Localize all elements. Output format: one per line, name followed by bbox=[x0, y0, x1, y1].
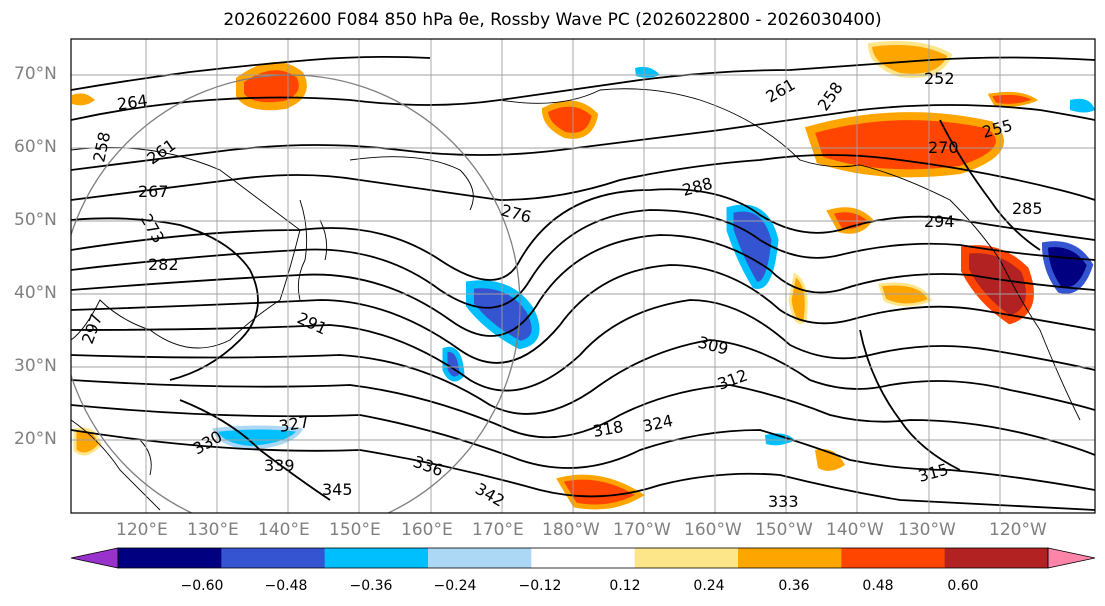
contour-label: 261 bbox=[763, 75, 799, 107]
contour-label: 288 bbox=[680, 174, 714, 200]
contour-label: 291 bbox=[294, 308, 330, 338]
map-content: 264 258 261 267 273 282 291 297 276 288 … bbox=[71, 39, 1095, 513]
positive-anomaly-region bbox=[788, 272, 808, 324]
contour-label: 264 bbox=[116, 91, 149, 114]
longitude-label: 140°E bbox=[258, 520, 310, 540]
longitude-label: 150°E bbox=[329, 520, 381, 540]
contour-label: 282 bbox=[148, 255, 179, 274]
positive-anomaly-region bbox=[961, 245, 1034, 325]
latitude-label: 60°N bbox=[14, 137, 57, 157]
latitude-label: 30°N bbox=[14, 356, 57, 376]
positive-anomaly-region bbox=[804, 112, 1004, 178]
longitude-label: 160°E bbox=[401, 520, 453, 540]
colorbar-tick-label: 0.12 bbox=[609, 578, 641, 594]
contour-label: 318 bbox=[591, 417, 624, 441]
positive-anomaly-region bbox=[815, 449, 845, 471]
contour-label: 336 bbox=[411, 452, 446, 480]
graticule bbox=[71, 39, 1095, 513]
reference-circle bbox=[71, 74, 521, 513]
theta-e-contours bbox=[71, 55, 1095, 511]
colorbar-border bbox=[117, 547, 1049, 569]
map-frame bbox=[70, 38, 1096, 514]
longitude-label: 180°W bbox=[542, 520, 600, 540]
anomaly-shading bbox=[72, 40, 1095, 510]
contour-label: 315 bbox=[916, 460, 950, 486]
contour-label: 258 bbox=[89, 130, 114, 164]
contour-label: 258 bbox=[814, 78, 847, 114]
colorbar bbox=[70, 547, 1096, 569]
contour-label: 252 bbox=[924, 69, 955, 88]
latitude-label: 20°N bbox=[14, 429, 57, 449]
contour-label: 255 bbox=[980, 116, 1014, 142]
colorbar-extend-high bbox=[1047, 547, 1096, 569]
contour-label: 333 bbox=[768, 492, 799, 511]
longitude-label: 170°E bbox=[472, 520, 524, 540]
colorbar-segments bbox=[70, 547, 1096, 569]
colorbar-extend-low bbox=[70, 547, 119, 569]
negative-anomaly-region bbox=[1041, 241, 1094, 294]
positive-anomaly-region bbox=[877, 282, 933, 307]
latitude-label: 70°N bbox=[14, 64, 57, 84]
longitude-label: 170°W bbox=[613, 520, 671, 540]
contour-label: 342 bbox=[472, 479, 508, 511]
negative-anomaly-region bbox=[635, 66, 660, 78]
positive-anomaly-region bbox=[541, 100, 599, 139]
contour-label: 309 bbox=[696, 333, 730, 359]
map-title: 2026022600 F084 850 hPa θe, Rossby Wave … bbox=[223, 10, 882, 30]
longitude-label: 120°E bbox=[116, 520, 168, 540]
negative-anomaly-region bbox=[1070, 98, 1095, 113]
longitude-label: 120°W bbox=[989, 520, 1047, 540]
longitude-label: 140°W bbox=[826, 520, 884, 540]
contour-label: 261 bbox=[143, 135, 179, 168]
colorbar-tick-label: 0.48 bbox=[862, 578, 894, 594]
contour-label: 327 bbox=[277, 412, 310, 436]
colorbar-segment bbox=[634, 548, 739, 568]
colorbar-segment bbox=[841, 548, 946, 568]
colorbar-segment bbox=[324, 548, 429, 568]
colorbar-tick-label: −0.60 bbox=[180, 578, 224, 594]
contour-label: 324 bbox=[641, 411, 675, 436]
longitude-label: 150°W bbox=[755, 520, 813, 540]
colorbar-tick-label: 0.24 bbox=[693, 578, 725, 594]
contour-label: 312 bbox=[715, 365, 750, 393]
negative-anomaly-region bbox=[466, 280, 540, 350]
longitude-label: 130°E bbox=[187, 520, 239, 540]
colorbar-tick-label: −0.12 bbox=[518, 578, 562, 594]
colorbar-segment bbox=[531, 548, 636, 568]
contour-label: 270 bbox=[928, 138, 959, 157]
coastlines bbox=[71, 88, 1081, 511]
colorbar-tick-label: 0.36 bbox=[778, 578, 810, 594]
contour-label: 297 bbox=[78, 311, 106, 346]
map-plot: 264 258 261 267 273 282 291 297 276 288 … bbox=[70, 38, 1096, 514]
colorbar-tick-label: −0.48 bbox=[264, 578, 308, 594]
colorbar-segment bbox=[738, 548, 842, 568]
colorbar-segment bbox=[944, 548, 1049, 568]
colorbar-tick-label: 0.60 bbox=[947, 578, 979, 594]
latitude-label: 40°N bbox=[14, 283, 57, 303]
colorbar-segment bbox=[428, 548, 532, 568]
colorbar-segment bbox=[221, 548, 326, 568]
colorbar-segment bbox=[118, 548, 222, 568]
contour-label: 285 bbox=[1012, 199, 1043, 218]
contour-label: 267 bbox=[138, 182, 169, 201]
contour-label: 294 bbox=[924, 212, 955, 231]
negative-anomaly-region bbox=[765, 433, 795, 446]
contour-label: 345 bbox=[322, 480, 353, 499]
positive-anomaly-region bbox=[826, 207, 874, 234]
contour-label: 339 bbox=[264, 456, 295, 475]
positive-anomaly-region bbox=[72, 93, 95, 106]
colorbar-tick-label: −0.36 bbox=[349, 578, 393, 594]
positive-anomaly-region bbox=[236, 62, 307, 111]
positive-anomaly-region bbox=[987, 91, 1039, 107]
longitude-label: 130°W bbox=[898, 520, 956, 540]
latitude-label: 50°N bbox=[14, 210, 57, 230]
longitude-label: 160°W bbox=[684, 520, 742, 540]
colorbar-tick-label: −0.24 bbox=[433, 578, 477, 594]
positive-anomaly-region bbox=[556, 474, 645, 510]
